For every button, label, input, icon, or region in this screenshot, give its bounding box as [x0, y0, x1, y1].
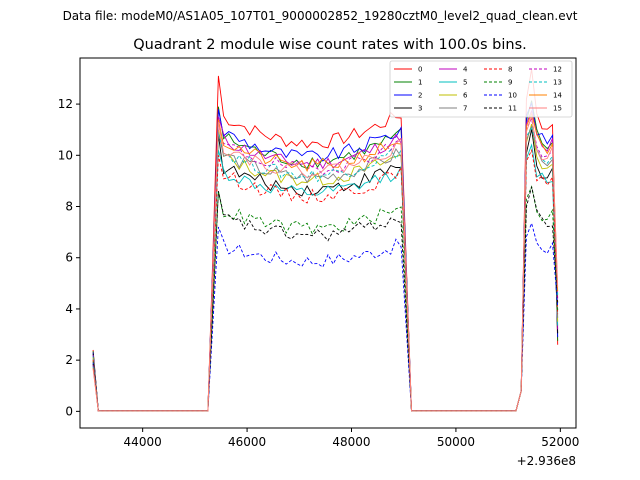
- legend-label: 15: [553, 105, 562, 113]
- series-line-14: [92, 112, 559, 412]
- legend-label: 4: [463, 66, 468, 74]
- series-line-6: [92, 123, 559, 412]
- legend-label: 8: [508, 66, 512, 74]
- series-line-0: [92, 69, 559, 412]
- series-line-10: [92, 221, 559, 412]
- x-offset-label: +2.936e8: [517, 454, 576, 468]
- axes-layer: 44000 46000 48000 50000 52000 0 2 4 6 8 10 12: [58, 97, 580, 449]
- y-tick-label: 0: [65, 404, 73, 418]
- legend-label: 10: [508, 92, 517, 100]
- chart-suptitle: Data file: modeM0/AS1A05_107T01_90000028…: [63, 9, 578, 23]
- legend-label: 11: [508, 105, 517, 113]
- legend-label: 13: [553, 79, 562, 87]
- y-tick-label: 2: [65, 353, 73, 367]
- legend-label: 1: [418, 79, 422, 87]
- x-tick-label: 52000: [541, 435, 579, 449]
- legend-label: 0: [418, 66, 422, 74]
- legend-label: 9: [508, 79, 512, 87]
- legend-label: 14: [553, 92, 562, 100]
- legend-label: 7: [463, 105, 467, 113]
- series-line-11: [92, 186, 559, 412]
- legend-label: 6: [463, 92, 468, 100]
- chart-title: Quadrant 2 module wise count rates with …: [133, 37, 527, 53]
- y-tick-label: 12: [58, 97, 73, 111]
- x-tick-label: 50000: [437, 435, 475, 449]
- series-line-13: [92, 125, 559, 412]
- series-line-7: [92, 125, 559, 412]
- legend-label: 12: [553, 66, 562, 74]
- y-tick-label: 4: [65, 302, 73, 316]
- series-line-2: [92, 101, 559, 412]
- x-tick-label: 46000: [228, 435, 266, 449]
- legend-label: 5: [463, 79, 467, 87]
- x-tick-label: 44000: [124, 435, 162, 449]
- y-tick-label: 10: [58, 148, 73, 162]
- legend-box: [389, 60, 573, 118]
- series-layer: [92, 69, 559, 412]
- plot-frame: [79, 57, 577, 429]
- y-tick-label: 6: [65, 251, 73, 265]
- series-line-3: [92, 129, 559, 412]
- series-line-15: [92, 116, 559, 412]
- y-tick-label: 8: [65, 200, 73, 214]
- x-tick-label: 48000: [332, 435, 370, 449]
- legend-label: 2: [418, 92, 422, 100]
- series-line-5: [92, 143, 559, 412]
- legend-label: 3: [418, 105, 422, 113]
- series-line-9: [92, 185, 559, 412]
